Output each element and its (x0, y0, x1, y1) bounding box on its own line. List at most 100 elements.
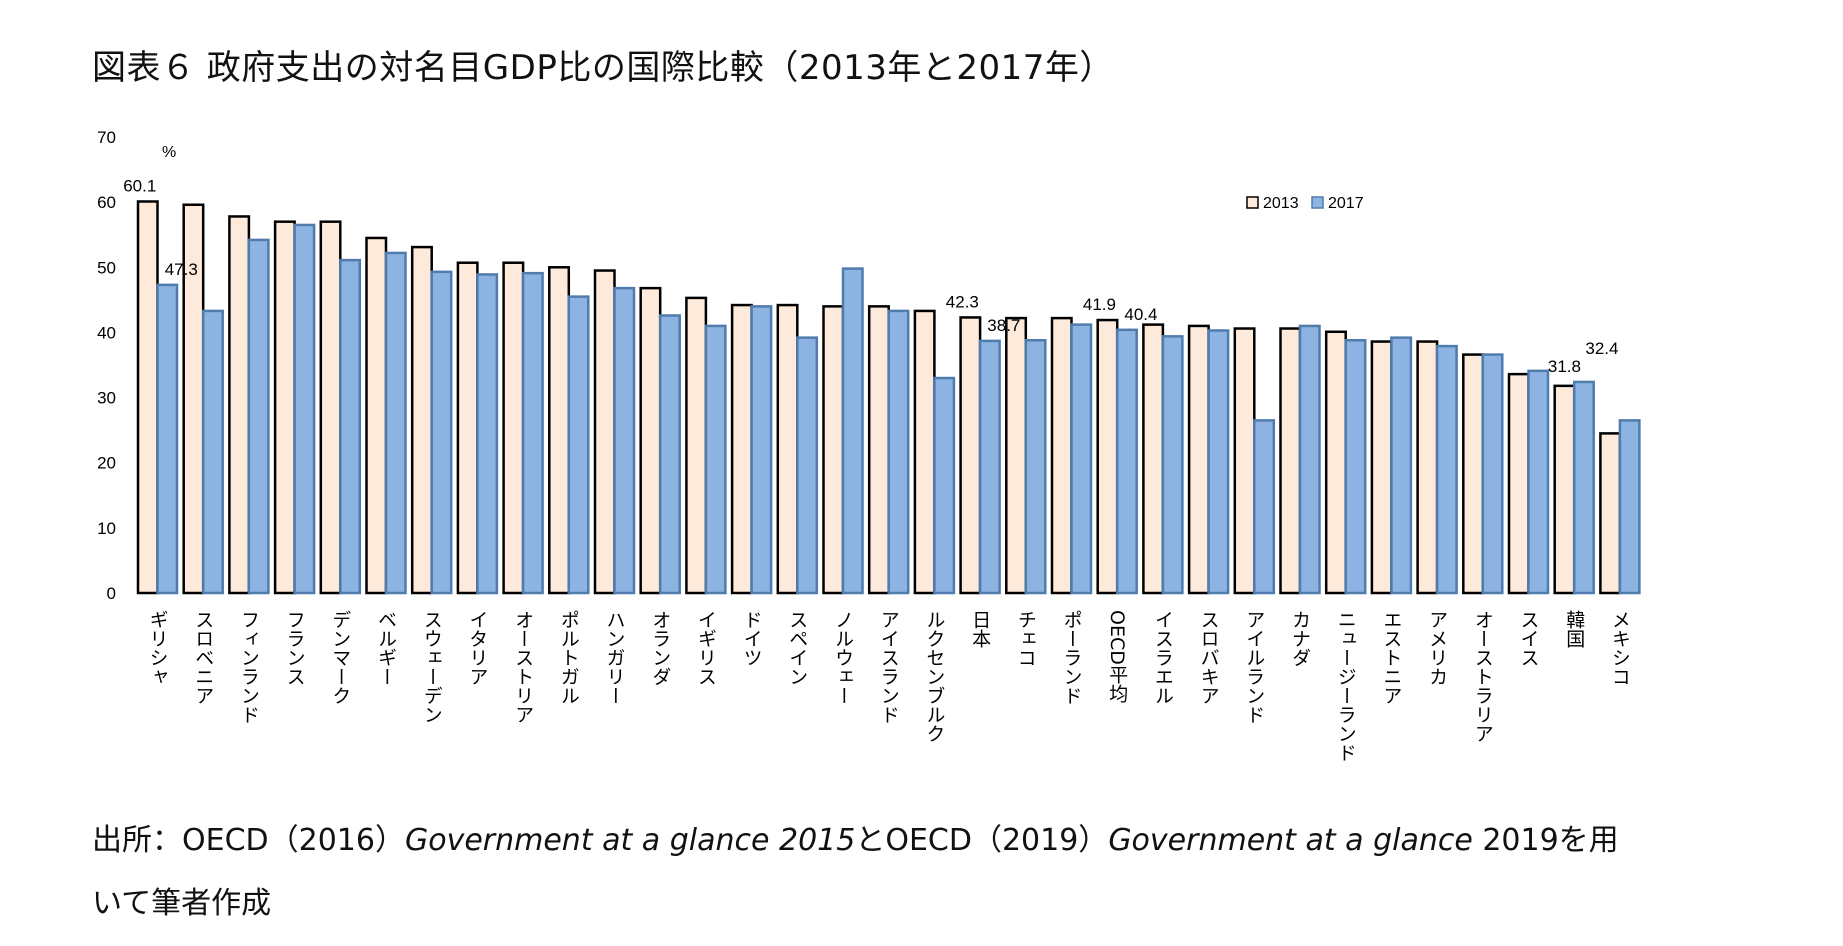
bar-2017 (1618, 419, 1641, 595)
source-segment: とOECD（2019） (855, 823, 1109, 858)
bar-2013 (1324, 330, 1347, 595)
bar-2013 (1279, 327, 1302, 595)
bar-2013 (730, 303, 753, 595)
source-segment: 2019を用 (1472, 823, 1619, 858)
category-label: ポルトガル (558, 610, 580, 705)
bar-2017 (1344, 338, 1367, 595)
bar-2017 (658, 314, 681, 595)
bar-2013 (1187, 324, 1210, 595)
bar-2013 (1416, 340, 1439, 595)
bar-2017 (1435, 344, 1458, 595)
bar-2017 (1572, 380, 1595, 595)
category-label: イタリア (466, 610, 488, 686)
bar-2013 (228, 215, 251, 595)
bar-2017 (1298, 324, 1321, 595)
bar-2017 (887, 309, 910, 595)
category-label: ドイツ (741, 610, 763, 667)
bar-2013 (136, 200, 159, 595)
category-label: スロバキア (1198, 610, 1220, 705)
bar-2013 (1507, 372, 1530, 595)
bar-2017 (613, 286, 636, 595)
category-label: オーストリア (512, 610, 534, 724)
bar-2017 (704, 324, 727, 595)
bar-2017 (293, 223, 316, 595)
bar-2013 (867, 305, 890, 595)
bar-2017 (1527, 369, 1550, 595)
category-label: イスラエル (1152, 610, 1174, 705)
bar-2017 (384, 251, 407, 595)
bar-2013 (410, 245, 433, 595)
bar-2017 (476, 273, 499, 595)
category-label: デンマーク (329, 610, 351, 705)
category-label: アメリカ (1426, 610, 1448, 686)
bar-2013 (639, 286, 662, 595)
category-label: スイス (1518, 610, 1540, 667)
category-label: 韓国 (1563, 610, 1585, 648)
bar-2013 (685, 296, 708, 595)
category-label: エストニア (1380, 610, 1402, 705)
category-label: ポーランド (1061, 610, 1083, 705)
bar-2013 (1050, 316, 1073, 595)
bar-2017 (201, 309, 224, 595)
y-tick-label: 0 (107, 584, 116, 603)
y-tick-label: 60 (97, 193, 116, 212)
data-label: 47.3 (165, 260, 198, 279)
legend-swatch-2017 (1311, 196, 1324, 209)
bar-2013 (1599, 432, 1622, 595)
bar-2013 (593, 269, 616, 595)
category-label: フランス (284, 610, 306, 686)
category-label: ノルウェー (832, 610, 854, 705)
source-segment: Government at a glance (1108, 823, 1473, 858)
source-line-1: 出所：OECD（2016）Government at a glance 2015… (92, 815, 1619, 859)
bar-2013 (1142, 323, 1165, 595)
bar-2017 (156, 283, 179, 595)
y-tick-label: 50 (97, 258, 116, 277)
source-segment: 出所：OECD（2016） (92, 823, 405, 858)
category-label: オランダ (649, 610, 671, 686)
bar-2017 (430, 270, 453, 595)
y-unit-label: % (162, 144, 176, 161)
category-label: 日本 (969, 610, 991, 648)
category-label: ハンガリー (604, 610, 626, 705)
bar-2017 (339, 258, 362, 595)
bar-2013 (273, 220, 296, 595)
category-label: オーストラリア (1472, 610, 1494, 743)
category-label: カナダ (1289, 610, 1311, 667)
bar-2013 (502, 261, 525, 595)
bar-2017 (247, 238, 270, 595)
data-label: 60.1 (123, 176, 156, 195)
y-tick-label: 30 (97, 389, 116, 408)
category-label: ルクセンブルク (923, 610, 945, 743)
bar-2017 (1253, 419, 1276, 595)
bar-2017 (933, 376, 956, 595)
bar-2017 (567, 295, 590, 595)
source-segment: Government at a glance 2015 (404, 823, 856, 858)
bar-2017 (841, 267, 864, 595)
bar-2013 (822, 305, 845, 595)
data-label: 31.8 (1548, 357, 1581, 376)
bar-2013 (1553, 384, 1576, 595)
bar-2013 (959, 316, 982, 595)
chart-title: 図表６ 政府支出の対名目GDP比の国際比較（2013年と2017年） (92, 48, 1114, 88)
bar-2017 (1481, 353, 1504, 595)
bar-2013 (548, 266, 571, 595)
bar-2017 (750, 305, 773, 595)
data-label: 42.3 (946, 292, 979, 311)
y-tick-label: 20 (97, 454, 116, 473)
category-label: ベルギー (375, 610, 397, 686)
bar-2017 (1207, 329, 1230, 595)
category-label: イギリス (695, 610, 717, 686)
category-label: アイスランド (878, 610, 900, 724)
category-label: OECD平均 (1106, 610, 1128, 703)
legend-swatch-2013 (1246, 196, 1259, 209)
bar-2017 (1070, 323, 1093, 595)
category-label: メキシコ (1609, 610, 1631, 686)
data-label: 32.4 (1585, 339, 1618, 358)
bar-2017 (796, 336, 819, 595)
data-label: 38.7 (987, 316, 1020, 335)
legend-label-2017: 2017 (1328, 195, 1364, 212)
category-label: スロベニア (192, 610, 214, 705)
y-tick-label: 70 (97, 128, 116, 147)
legend-label-2013: 2013 (1263, 195, 1299, 212)
source-line-2: いて筆者作成 (92, 886, 272, 921)
